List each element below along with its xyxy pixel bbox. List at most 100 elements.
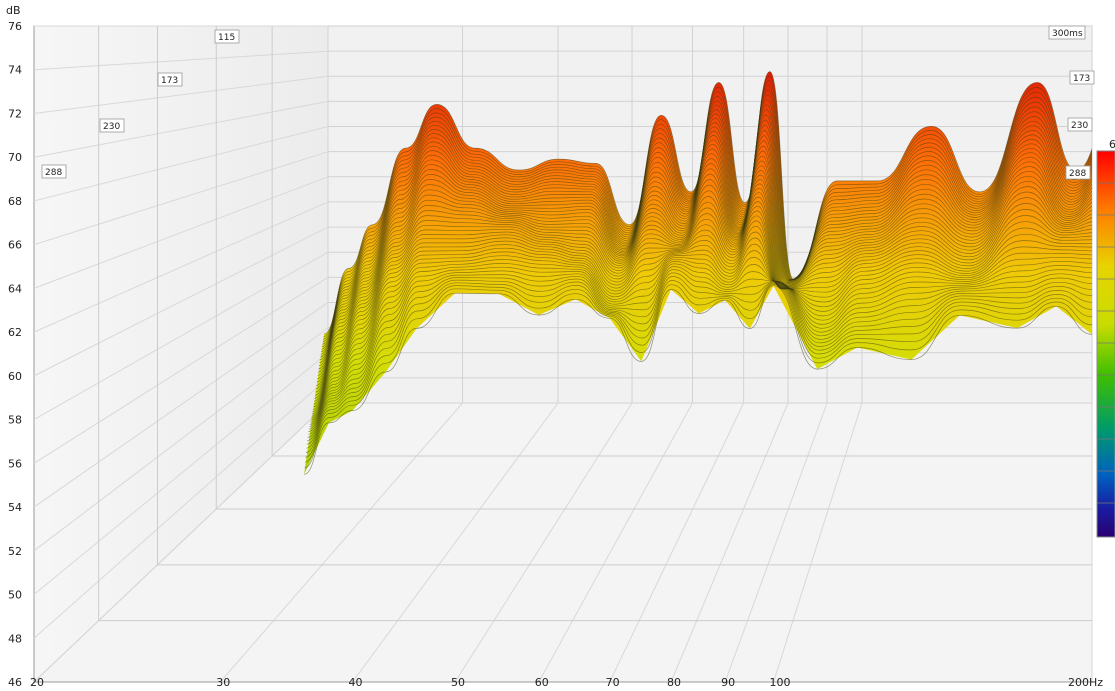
colorbar: 6 [1096,138,1115,538]
time-label-box [99,118,125,133]
left-grid-line [33,377,329,639]
slice-line [320,109,1092,355]
slice-line [310,220,1092,421]
slice-line [320,114,1092,358]
slice-line [319,119,1092,361]
slice-line [311,205,1092,415]
y-tick-label: 66 [8,239,22,252]
floor-grid-line [33,402,329,683]
left-grid-line [33,100,329,158]
slice-line [314,174,1092,396]
time-label: 288 [45,168,62,178]
slice-line [321,99,1092,350]
left-grid-line [33,50,329,71]
floor-grid-line [454,402,633,683]
left-grid-line [33,226,329,377]
time-label-box [1065,165,1091,180]
slice-line [312,196,1092,410]
slice-line [317,145,1092,376]
y-tick-label: 76 [8,20,22,33]
y-tick-label: 60 [8,370,22,383]
y-tick-label: 56 [8,457,22,470]
colorbar-label: 6 [1109,138,1115,151]
y-tick-label: 62 [8,326,22,339]
x-tick-label: 100 [770,676,791,689]
slice-line [320,104,1092,353]
time-label: 288 [1069,169,1086,179]
floor-grid-line [352,402,559,683]
floor-grid-line [670,402,789,683]
x-tick-label: 80 [667,676,681,689]
slice-line [307,263,1092,441]
slice-line [313,183,1092,402]
y-tick-label: 74 [8,64,22,77]
slice-line [321,94,1092,347]
left-grid-line [33,276,329,464]
y-tick-label: 50 [8,589,22,602]
waterfall-surface [303,71,1092,475]
floor-grid-line [609,402,745,683]
time-label: 115 [218,33,235,43]
y-tick-label: 72 [8,108,22,121]
floor-grid-line [773,402,863,683]
slice-line [309,237,1092,427]
x-tick-label: 60 [535,676,549,689]
left-grid-line [33,327,329,552]
slice-line [323,75,1092,337]
time-label-box [1069,70,1095,85]
time-label-box [41,164,67,179]
left-grid-line [33,75,329,114]
slice-line [304,284,1092,469]
time-label-box [1048,25,1086,40]
left-grid-line [33,201,329,333]
left-grid-line [33,151,329,246]
slice-line [319,124,1092,364]
time-label: 173 [161,76,178,86]
time-label: 173 [1073,74,1090,84]
left-grid-line [33,251,329,421]
y-unit-label: dB [6,4,21,17]
slice-line [307,261,1092,438]
y-tick-label: 48 [8,632,22,645]
x-tick-label: 70 [606,676,620,689]
y-tick-label: 52 [8,545,22,558]
slice-line [308,243,1092,430]
slice-line [307,257,1092,435]
y-tick-label: 58 [8,414,22,427]
x-tick-label: 30 [216,676,230,689]
time-label: 230 [103,122,120,132]
slice-line [323,80,1092,340]
left-grid-line [33,302,329,508]
floor-grid-line [724,402,828,683]
slice-line [314,179,1092,399]
y-tick-label: 64 [8,282,22,295]
axis-ticks: dB 76 74 72 70 68 66 64 62 60 58 56 54 52 50 48 46 20 30 40… [6,4,1103,689]
slice-line [310,215,1092,419]
y-tick-label: 68 [8,195,22,208]
y-tick-label: 54 [8,501,22,514]
slice-line [313,192,1092,408]
slice-line [315,170,1092,393]
slice-line [312,201,1092,413]
y-tick-label: 46 [8,676,22,689]
x-tick-label: 90 [721,676,735,689]
left-grid-line [33,126,329,202]
slice-line [316,160,1092,386]
x-tick-label: 20 [30,676,44,689]
x-tick-label: 200Hz [1068,676,1103,689]
slice-line [303,285,1092,475]
time-label: 300ms [1052,29,1083,39]
slice-line [318,130,1092,367]
time-label-box [1067,117,1093,132]
slice-line [304,280,1092,463]
slice-line [322,89,1092,345]
floor-grid-line [538,402,693,683]
slice-line [306,266,1092,445]
slice-line [313,187,1092,405]
slice-line [322,84,1092,342]
slice-line [310,225,1092,423]
y-tick-label: 70 [8,151,22,164]
slice-line [316,150,1092,380]
time-label-box [214,29,240,44]
